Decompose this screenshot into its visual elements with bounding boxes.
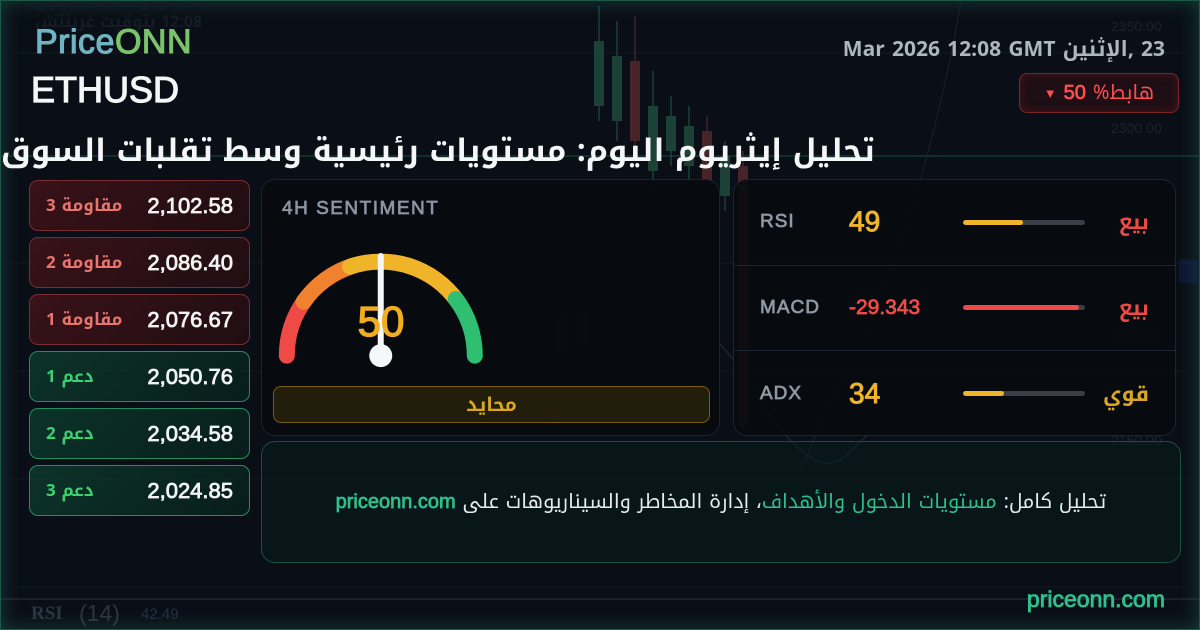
svg-text:(14): (14) [79,600,120,626]
svg-text:42.49: 42.49 [141,606,179,623]
svg-text:RSI: RSI [31,603,63,624]
svg-text:2300.00: 2300.00 [1111,120,1162,136]
